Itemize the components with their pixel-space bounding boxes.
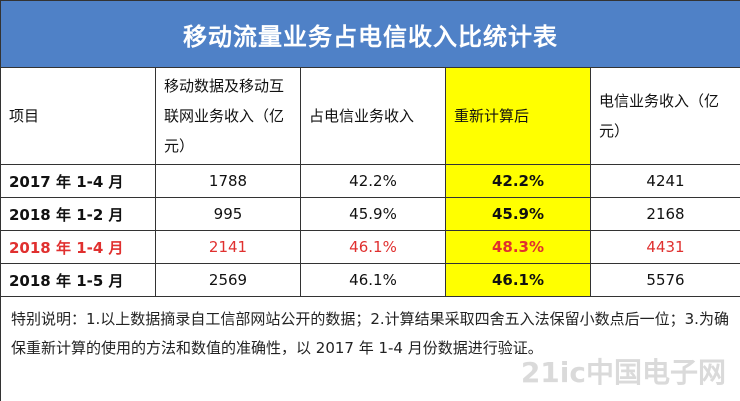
cell: 46.1% — [300, 230, 446, 264]
note-row: 特别说明：1.以上数据摘录自工信部网站公开的数据；2.计算结果采取四舍五入法保留… — [0, 296, 740, 401]
cell: 1788 — [155, 164, 301, 198]
cell: 2141 — [155, 230, 301, 264]
cell: 4241 — [589, 164, 740, 198]
cell: 46.1% — [445, 263, 591, 297]
cell: 2018 年 1-5 月 — [0, 263, 156, 297]
header-cell: 移动数据及移动互联网业务收入（亿元） — [155, 67, 301, 165]
cell: 42.2% — [445, 164, 591, 198]
header-cell: 项目 — [0, 67, 156, 165]
cell: 45.9% — [300, 197, 446, 231]
data-row: 2018 年 1-2 月 995 45.9% 45.9% 2168 — [0, 197, 740, 231]
header-cell: 电信业务收入（亿元） — [589, 67, 740, 165]
cell: 2569 — [155, 263, 301, 297]
cell: 48.3% — [445, 230, 591, 264]
cell: 2168 — [589, 197, 740, 231]
cell: 46.1% — [300, 263, 446, 297]
table-title: 移动流量业务占电信收入比统计表 — [0, 0, 740, 68]
note: 特别说明：1.以上数据摘录自工信部网站公开的数据；2.计算结果采取四舍五入法保留… — [0, 296, 740, 401]
header-row: 项目 移动数据及移动互联网业务收入（亿元） 占电信业务收入 重新计算后 电信业务收入（亿… — [0, 67, 740, 165]
cell: 4431 — [589, 230, 740, 264]
header-cell: 重新计算后 — [445, 67, 591, 165]
cell: 995 — [155, 197, 301, 231]
cell: 5576 — [589, 263, 740, 297]
cell: 2017 年 1-4 月 — [0, 164, 156, 198]
data-row: 2018 年 1-5 月 2569 46.1% 46.1% 5576 — [0, 263, 740, 297]
data-row: 2018 年 1-4 月 2141 46.1% 48.3% 4431 — [0, 230, 740, 264]
data-row: 2017 年 1-4 月 1788 42.2% 42.2% 4241 — [0, 164, 740, 198]
watermark: 21ic中国电子网 — [520, 356, 726, 389]
cell: 42.2% — [300, 164, 446, 198]
cell: 45.9% — [445, 197, 591, 231]
cell: 2018 年 1-4 月 — [0, 230, 156, 264]
cell: 2018 年 1-2 月 — [0, 197, 156, 231]
header-cell: 占电信业务收入 — [300, 67, 446, 165]
